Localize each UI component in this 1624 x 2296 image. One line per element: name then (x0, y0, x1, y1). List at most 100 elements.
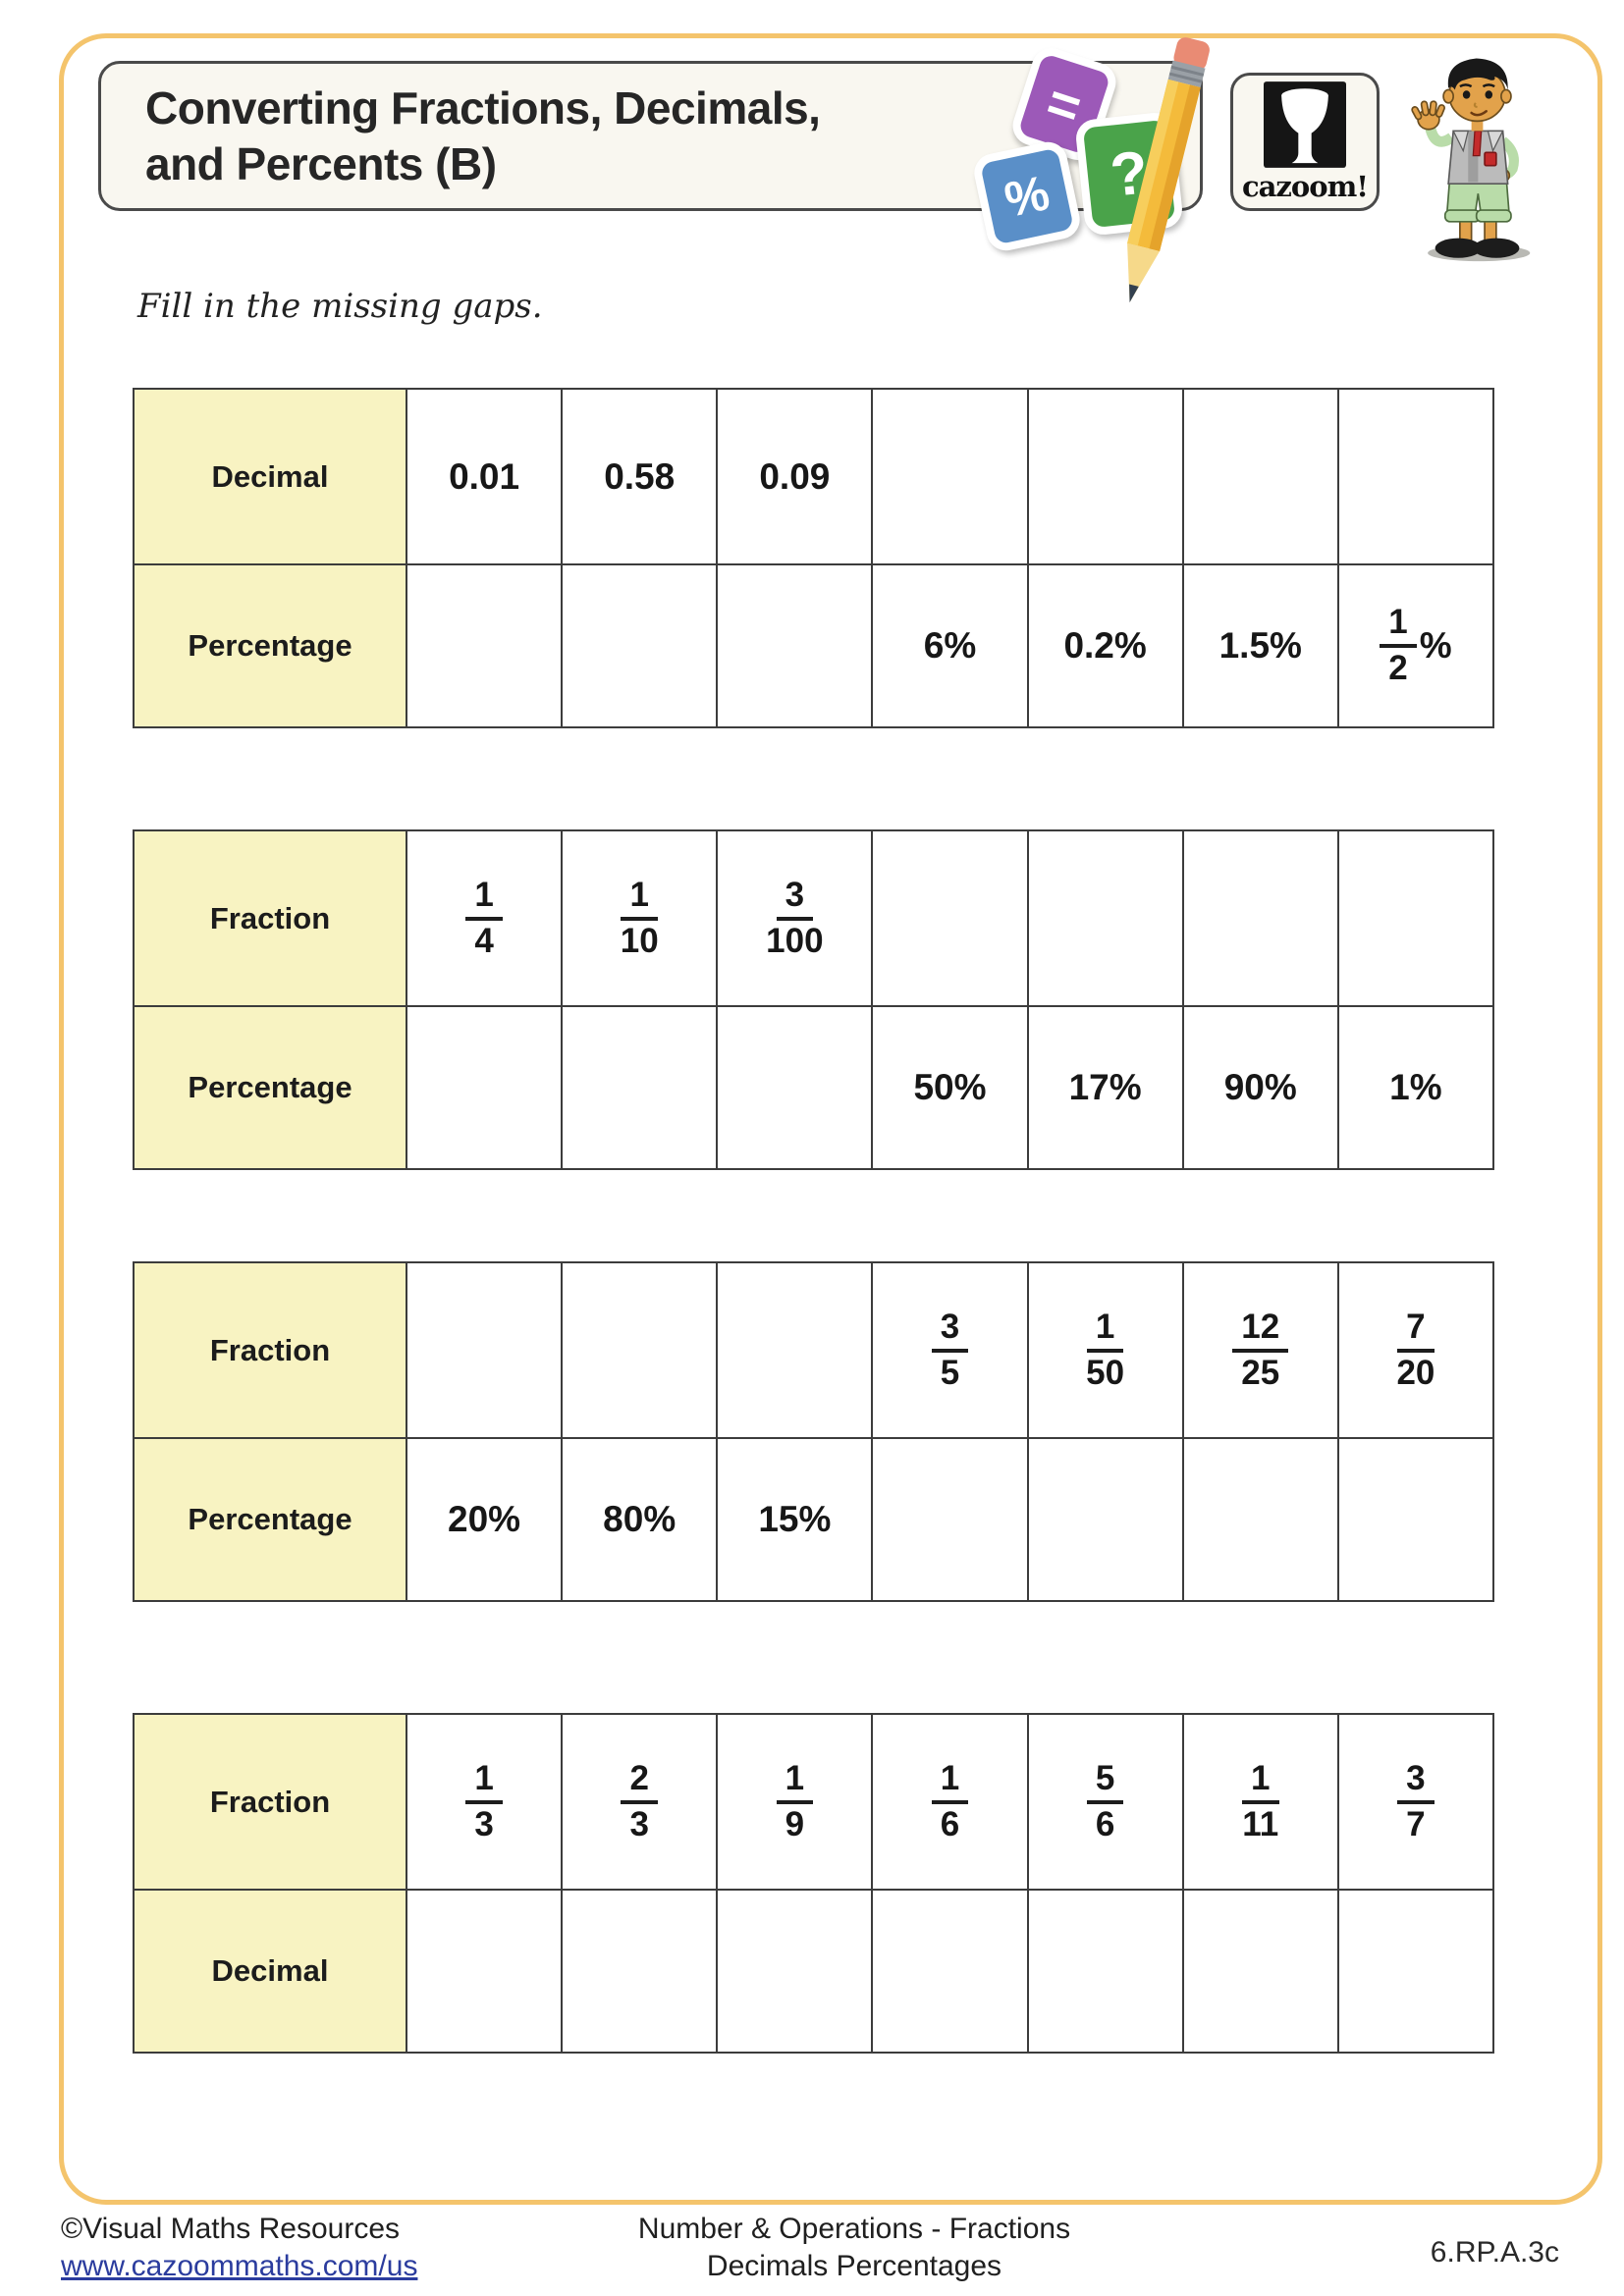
pencil-icon (1127, 37, 1210, 303)
empty-answer-cell (718, 1263, 872, 1437)
filled-value-cell: 0.2% (1028, 565, 1182, 726)
empty-answer-cell (718, 1891, 872, 2052)
row-label-percentage: Percentage (135, 1007, 406, 1168)
row-label-percentage: Percentage (135, 1439, 406, 1600)
table-fraction-percentage-1: Fraction 1 4 1 10 3 100 Percentage 50% 17% 90% 1% (133, 829, 1494, 1170)
empty-answer-cell (1028, 1891, 1182, 2052)
standard-code: 6.RP.A.3c (1430, 2236, 1559, 2269)
page-title-line1: Converting Fractions, Decimals, (145, 82, 821, 134)
fraction: 7 20 (1396, 1307, 1435, 1392)
schoolboy-mascot (1411, 58, 1531, 262)
filled-value-cell: 6% (873, 565, 1027, 726)
filled-value-cell: 17% (1028, 1007, 1182, 1168)
filled-fraction-cell: 1 10 (563, 831, 717, 1005)
empty-answer-cell (563, 1891, 717, 2052)
footer-left: ©Visual Maths Resources www.cazoommaths.… (61, 2211, 417, 2284)
empty-answer-cell (1028, 390, 1182, 563)
empty-answer-cell (873, 1439, 1027, 1600)
website-link[interactable]: www.cazoommaths.com/us (61, 2249, 418, 2282)
table-fraction-percentage-2: Fraction 3 5 1 50 12 25 7 20 Percentage 20% 80% 15% (133, 1261, 1494, 1602)
empty-answer-cell (1028, 831, 1182, 1005)
filled-value-cell: 15% (718, 1439, 872, 1600)
empty-answer-cell (1338, 390, 1492, 563)
empty-answer-cell (1338, 1891, 1492, 2052)
filled-value-cell: 0.09 (718, 390, 872, 563)
empty-answer-cell (563, 565, 717, 726)
page-title-line2: and Percents (B) (145, 137, 497, 189)
page-title: Converting Fractions, Decimals, and Perc… (101, 80, 821, 190)
empty-answer-cell (1183, 390, 1337, 563)
cazoom-logo: cazoom! (1230, 73, 1380, 211)
empty-answer-cell (1183, 1439, 1337, 1600)
page-border-frame (59, 33, 1602, 2205)
fraction: 1 11 (1242, 1758, 1279, 1843)
row-label-fraction: Fraction (135, 1263, 406, 1437)
row-label-decimal: Decimal (135, 1891, 406, 2052)
filled-fraction-cell: 12 25 (1183, 1263, 1337, 1437)
empty-answer-cell (873, 831, 1027, 1005)
empty-answer-cell (718, 1007, 872, 1168)
row-label-percentage: Percentage (135, 565, 406, 726)
percent-card-icon: % (970, 138, 1084, 254)
topic-line2: Decimals Percentages (706, 2249, 1002, 2282)
fraction: 12 25 (1232, 1308, 1289, 1392)
row-label-fraction: Fraction (135, 1715, 406, 1889)
filled-value-cell: 50% (873, 1007, 1027, 1168)
empty-answer-cell (718, 565, 872, 726)
instruction-text: Fill in the missing gaps. (137, 287, 543, 326)
cazoom-goblet-icon (1264, 80, 1346, 168)
percent-suffix: % (1419, 625, 1452, 666)
filled-fraction-cell: 1 50 (1028, 1263, 1182, 1437)
empty-answer-cell (407, 565, 562, 726)
empty-answer-cell (563, 1007, 717, 1168)
filled-value-cell: 20% (407, 1439, 562, 1600)
empty-answer-cell (563, 1263, 717, 1437)
copyright-text: ©Visual Maths Resources (61, 2213, 401, 2245)
footer-center: Number & Operations - Fractions Decimals… (511, 2211, 1198, 2284)
percent-glyph: % (1000, 164, 1055, 229)
row-label-decimal: Decimal (135, 390, 406, 563)
cazoom-wordmark: cazoom! (1241, 169, 1369, 203)
filled-fraction-cell: 1 2% (1338, 565, 1492, 726)
empty-answer-cell (407, 1891, 562, 2052)
topic-line1: Number & Operations - Fractions (637, 2213, 1071, 2245)
filled-value-cell: 80% (563, 1439, 717, 1600)
fraction: 1 50 (1086, 1307, 1125, 1392)
empty-answer-cell (1338, 1439, 1492, 1600)
filled-value-cell: 1.5% (1183, 565, 1337, 726)
fraction: 1 10 (620, 875, 659, 960)
fraction: 3 100 (766, 875, 824, 960)
filled-fraction-cell: 1 11 (1183, 1715, 1337, 1889)
empty-answer-cell (1183, 1891, 1337, 2052)
filled-value-cell: 1% (1338, 1007, 1492, 1168)
empty-answer-cell (407, 1263, 562, 1437)
filled-fraction-cell: 3 100 (718, 831, 872, 1005)
filled-value-cell: 0.01 (407, 390, 562, 563)
table-fraction-decimal: Fraction 1 3 2 3 1 9 1 6 5 6 1 11 3 7 Decimal (133, 1713, 1494, 2054)
empty-answer-cell (407, 1007, 562, 1168)
empty-answer-cell (1338, 831, 1492, 1005)
filled-value-cell: 0.58 (563, 390, 717, 563)
table-decimal-percentage-1: Decimal 0.01 0.58 0.09 Percentage 6% 0.2% 1.5% 1… (133, 388, 1494, 728)
empty-answer-cell (873, 1891, 1027, 2052)
empty-answer-cell (1028, 1439, 1182, 1600)
empty-answer-cell (1183, 831, 1337, 1005)
